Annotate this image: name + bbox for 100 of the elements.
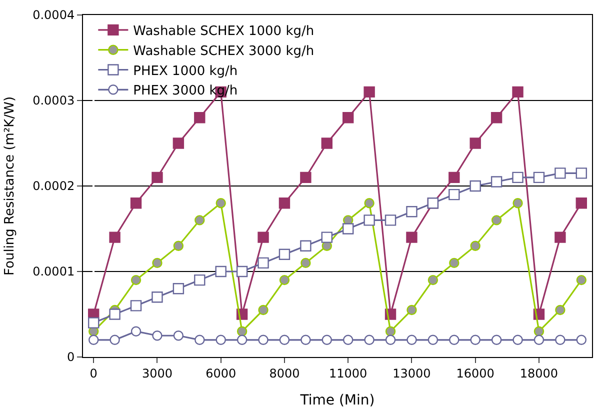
point [300,334,311,345]
point [576,198,587,209]
point [215,266,226,278]
point [236,334,248,345]
point [172,138,184,149]
point [491,215,502,226]
point [109,308,120,320]
point [194,112,206,124]
point [364,334,374,345]
point [406,206,418,218]
point [130,198,142,209]
y-tick-label: 0.0004 [32,8,75,22]
point [321,232,332,243]
point [448,188,460,200]
point [152,258,162,268]
point [470,334,480,345]
point [406,304,417,316]
point [110,334,120,345]
y-tick-label: 0.0002 [32,179,75,194]
point [533,172,545,184]
x-tick-label: 18000 [520,366,558,380]
x-tick-label: 13000 [392,366,431,380]
legend-label: Washable SCHEX 1000 kg/h [133,24,314,40]
point [534,334,544,345]
point [470,240,480,251]
point [555,304,566,316]
point [512,198,523,208]
point [88,334,99,345]
point [300,258,311,268]
point [470,138,481,149]
point [194,334,205,345]
point [342,112,354,124]
point [88,317,100,328]
point [300,240,312,252]
x-tick-label: 6000 [206,366,236,380]
point [576,334,586,345]
point [152,172,163,184]
point [172,283,184,294]
point [236,326,248,336]
x-tick-label: 0 [90,366,98,380]
x-tick-label: 11000 [329,366,368,380]
point [364,86,375,98]
point [449,334,460,345]
point [576,274,586,286]
point [534,326,544,336]
x-tick-label: 8000 [269,366,300,380]
point [384,214,396,226]
point [385,334,396,345]
point [512,172,524,184]
point [322,334,332,345]
point [194,215,205,226]
x-tick-label: 16000 [456,366,494,380]
point [216,334,226,345]
point [258,232,269,243]
point [428,334,438,345]
point [364,198,374,208]
point [343,334,354,345]
point [278,248,290,260]
x-tick-label: 3000 [142,366,173,380]
y-tick-label: 0.0001 [32,264,75,279]
point [512,334,523,345]
point [554,232,566,243]
point [342,223,354,234]
point [278,198,290,209]
point [470,180,481,192]
point [448,172,460,184]
point [152,292,163,303]
point [554,168,566,179]
point [449,258,460,268]
point [279,334,290,345]
point [173,240,184,251]
point [385,326,396,336]
point [512,86,524,98]
point [152,330,162,341]
y-tick-label: 0.0003 [32,94,75,108]
x-axis-title: Time (Min) [299,392,375,409]
point [236,266,248,278]
point [130,274,142,286]
point [490,176,502,188]
point [173,330,184,341]
point [279,274,290,286]
point [490,112,502,124]
point [194,274,206,286]
legend-label: PHEX 1000 kg/h [133,64,238,79]
y-axis-title: Fouling Resistance (m²K/W) [2,96,18,276]
point [321,138,332,149]
point [130,300,142,312]
point [109,232,120,243]
point [258,334,268,345]
point [406,334,417,345]
point [364,214,375,226]
point [258,257,269,269]
point [130,326,142,336]
point [216,198,226,208]
legend-label: Washable SCHEX 3000 kg/h [133,44,314,59]
point [406,232,418,243]
point [258,304,268,316]
point [491,334,502,345]
point [300,172,312,184]
point [428,274,438,286]
